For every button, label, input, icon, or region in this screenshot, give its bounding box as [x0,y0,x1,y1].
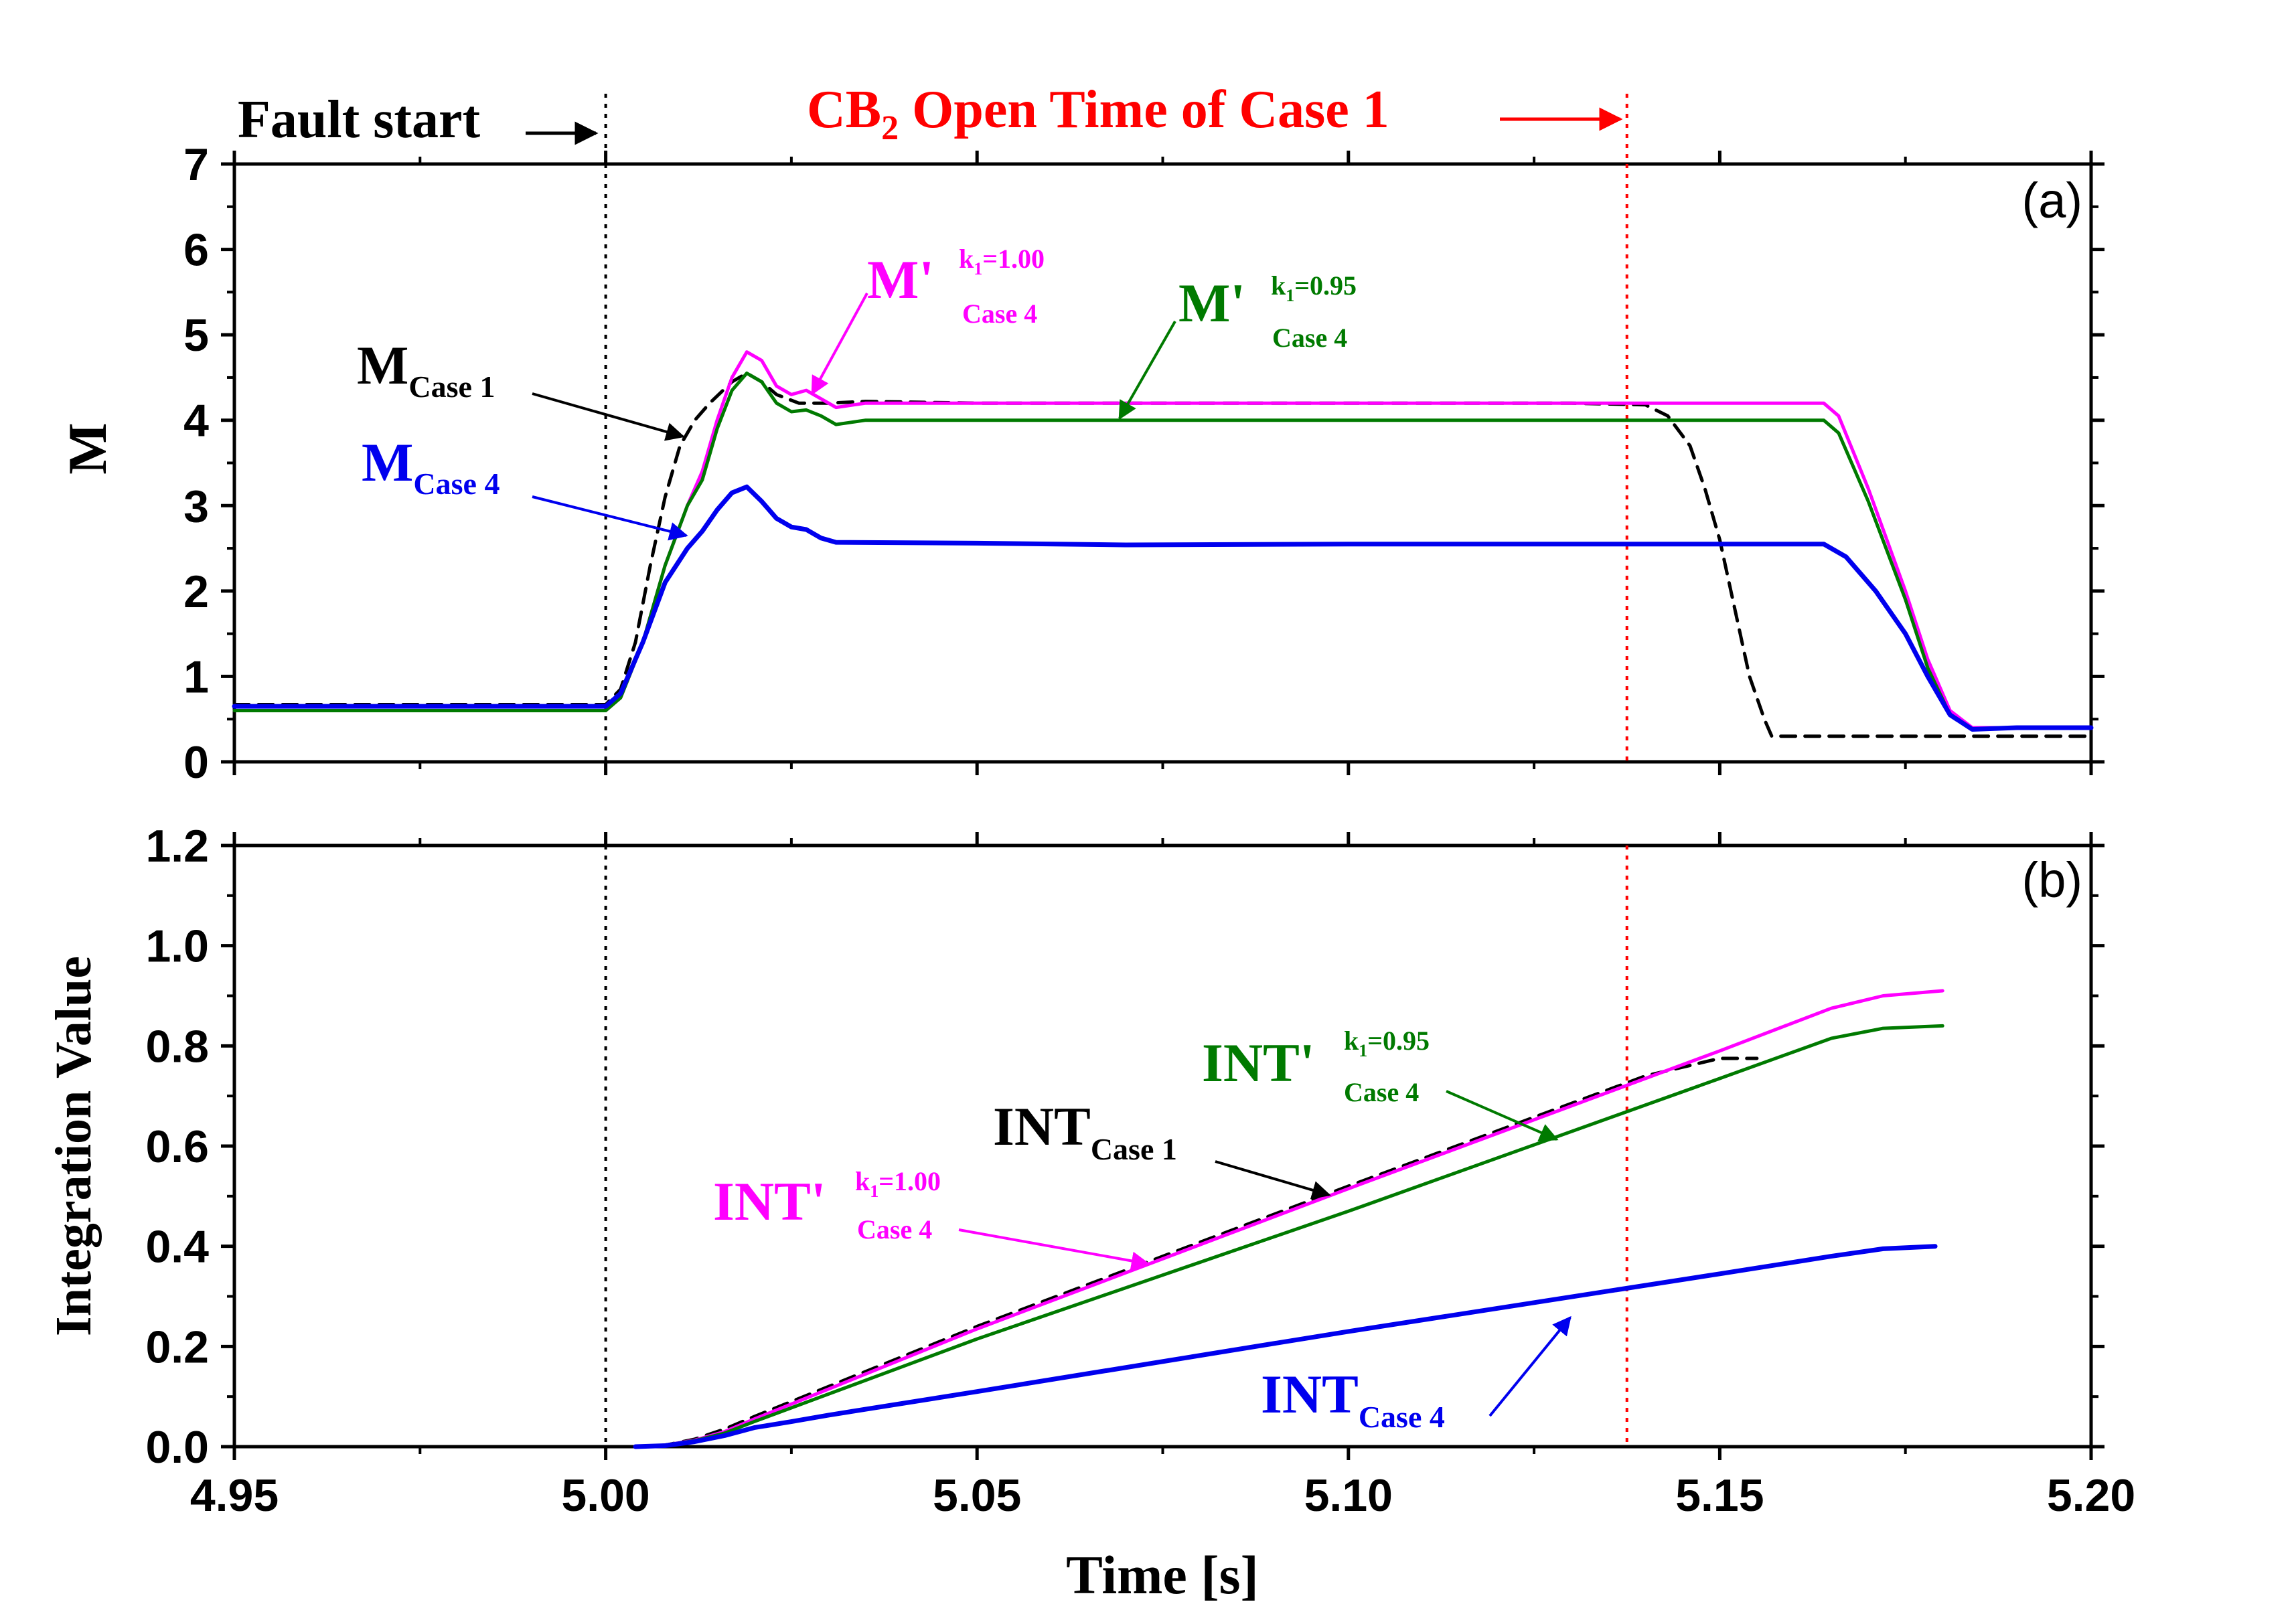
label-intp-100-k-sub: 1 [870,1182,878,1201]
y-tick-label: 0 [183,737,209,788]
cb-open-label: CB2 Open Time of Case 1 [807,80,1389,147]
cb-subscript: 2 [881,109,899,147]
label-int-case1-main: INT [993,1096,1091,1157]
y-tick-label: 2 [183,566,209,617]
label-intp-095-case: Case 4 [1344,1077,1419,1107]
label-mp-095-k: k1=0.95 [1271,270,1357,305]
y-tick-label: 1.0 [145,921,209,972]
arrow-m-case1 [532,392,685,441]
arrow-mp-095 [1118,321,1176,420]
y-tick-label: 3 [183,481,209,532]
panel-a-y-ticks: 0 1 2 3 4 5 6 7 [183,139,2104,788]
arrow-int-case1 [1215,1160,1331,1200]
y-tick-label: 7 [183,139,209,190]
arrow-int-case4 [1488,1315,1572,1417]
label-mp-100: M' [867,249,934,310]
label-mp-095-case: Case 4 [1272,323,1347,353]
arrow-m-case4 [532,495,688,541]
y-tick-label: 6 [183,225,209,276]
panel-a-series [232,350,2094,738]
label-int-case4-main: INT [1261,1364,1359,1425]
panel-b: 0.0 0.2 0.4 0.6 0.8 1.0 1.2 4.95 5.00 5.05 5.10 5.… [46,821,2135,1605]
label-m-case1-sub: Case 1 [408,370,495,404]
label-intp-095-k-main: k [1344,1026,1359,1056]
label-mp-095-k-main: k [1271,270,1286,301]
series-m-case4 [232,484,2094,732]
x-tick-label: 5.05 [933,1470,1021,1521]
label-mp-100-k-sub: 1 [974,259,982,278]
label-intp-100: INT' [713,1171,826,1232]
label-intp-095-k: k1=0.95 [1344,1026,1430,1060]
label-mp-100-case: Case 4 [962,299,1037,329]
panel-a-frame [232,162,2093,764]
y-tick-label: 0.6 [145,1121,209,1172]
arrow-intp-100 [958,1228,1150,1271]
label-intp-100-k-main: k [855,1166,870,1196]
label-int-case4: INTCase 4 [1261,1364,1445,1434]
panel-b-label: (b) [2022,852,2082,908]
series-m-prime-100 [232,350,2093,730]
panel-b-y-ticks: 0.0 0.2 0.4 0.6 0.8 1.0 1.2 [145,821,2104,1473]
label-mp-100-k-main: k [959,244,974,274]
label-mp-100-k: k1=1.00 [959,244,1045,278]
y-tick-label: 4 [183,396,209,447]
y-tick-label: 5 [183,310,209,361]
panel-b-series [633,989,1944,1449]
panel-a-x-ticks [232,151,2093,775]
label-m-case4-sub: Case 4 [413,467,500,501]
label-m-case1-main: M [357,335,408,396]
label-intp-095: INT' [1202,1032,1315,1093]
arrow-intp-095 [1446,1090,1559,1141]
label-mp-095: M' [1178,272,1245,333]
label-int-case1: INTCase 1 [993,1096,1177,1166]
label-intp-100-k: k1=1.00 [855,1166,941,1201]
x-tick-label: 5.20 [2047,1470,2135,1521]
cb-prefix: CB [807,80,881,139]
label-intp-095-k-val: =0.95 [1367,1026,1430,1056]
y-tick-label: 0.4 [145,1222,209,1273]
series-int-case4 [633,1244,1938,1449]
arrow-mp-100 [811,293,868,396]
panel-b-x-ticks: 4.95 5.00 5.05 5.10 5.15 5.20 [190,832,2135,1521]
label-mp-100-k-val: =1.00 [982,244,1045,274]
x-tick-label: 4.95 [190,1470,279,1521]
series-int-case1 [633,1056,1759,1449]
series-m-case1 [232,372,2093,738]
label-m-case4-main: M [362,432,413,493]
panel-a-ylabel: M [57,422,118,474]
panel-a-label: (a) [2022,173,2082,228]
series-m-prime-095 [232,372,2093,731]
y-tick-label: 1 [183,651,209,702]
y-tick-label: 0.8 [145,1021,209,1072]
x-tick-label: 5.00 [561,1470,649,1521]
label-intp-100-k-val: =1.00 [878,1166,941,1196]
label-m-case4: MCase 4 [362,432,500,501]
panel-b-ylabel: Integration Value [46,956,102,1336]
fault-start-label: Fault start [238,90,481,149]
x-tick-label: 5.10 [1304,1470,1393,1521]
y-tick-label: 0.0 [145,1422,209,1473]
x-axis-label: Time [s] [1066,1544,1259,1605]
label-mp-095-k-val: =0.95 [1294,270,1357,301]
label-mp-095-k-sub: 1 [1286,286,1294,305]
y-tick-label: 1.2 [145,821,209,872]
label-int-case1-sub: Case 1 [1091,1132,1177,1166]
cb-rest: Open Time of Case 1 [899,80,1389,139]
label-intp-100-case: Case 4 [857,1214,932,1244]
label-intp-095-k-sub: 1 [1359,1041,1367,1060]
y-tick-label: 0.2 [145,1321,209,1372]
label-int-case4-sub: Case 4 [1359,1400,1445,1434]
x-tick-label: 5.15 [1675,1470,1764,1521]
label-m-case1: MCase 1 [357,335,495,404]
panel-a-vlines [604,94,1628,762]
